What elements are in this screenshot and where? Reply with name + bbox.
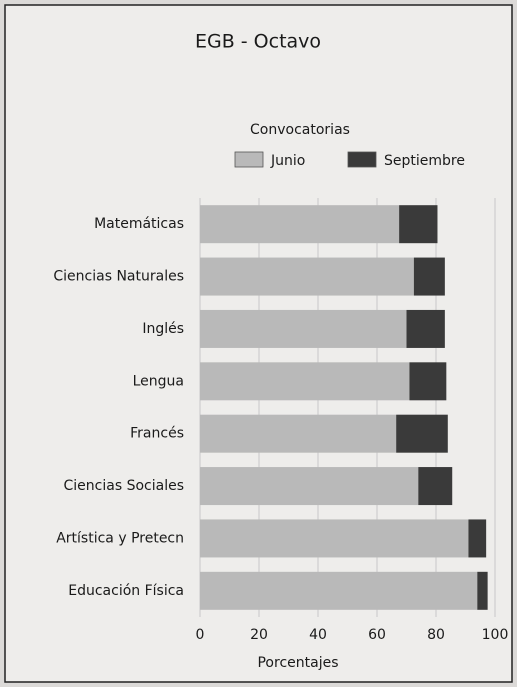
x-tick-label: 20 — [250, 627, 268, 643]
legend-swatch — [234, 151, 264, 168]
bar-segment — [200, 571, 478, 610]
y-tick-label: Inglés — [142, 321, 184, 337]
y-tick-label: Matemáticas — [94, 216, 184, 232]
bar-segment — [477, 571, 488, 610]
bar-segment — [200, 257, 414, 296]
y-tick-label: Lengua — [133, 373, 184, 389]
bar-segment — [399, 205, 438, 244]
y-tick-label: Ciencias Naturales — [53, 269, 184, 285]
bar-segment — [200, 414, 397, 453]
bar-segment — [200, 467, 419, 506]
y-tick-label: Educación Física — [68, 583, 184, 599]
x-tick-label: 60 — [368, 627, 386, 643]
y-tick-label: Artística y Pretecn — [56, 530, 184, 546]
bar-segment — [418, 467, 453, 506]
x-tick-label: 100 — [482, 627, 509, 643]
legend-label: Junio — [270, 153, 305, 169]
bar-segment — [200, 519, 469, 558]
bar-segment — [200, 205, 400, 244]
bar-segment — [406, 309, 445, 348]
bar-segment — [468, 519, 487, 558]
y-tick-label: Ciencias Sociales — [64, 478, 184, 494]
legend-title: Convocatorias — [250, 122, 350, 138]
bar-segment — [396, 414, 448, 453]
bar-segment — [200, 309, 407, 348]
x-axis-label: Porcentajes — [257, 655, 338, 671]
x-tick-label: 40 — [309, 627, 327, 643]
x-tick-label: 0 — [196, 627, 205, 643]
y-tick-label: Francés — [130, 426, 184, 442]
legend-swatch — [347, 151, 377, 168]
bar-segment — [409, 362, 447, 401]
bar-segment — [200, 362, 410, 401]
bar-segment — [413, 257, 445, 296]
legend-label: Septiembre — [384, 153, 465, 169]
chart-title: EGB - Octavo — [195, 31, 321, 53]
x-tick-label: 80 — [427, 627, 445, 643]
